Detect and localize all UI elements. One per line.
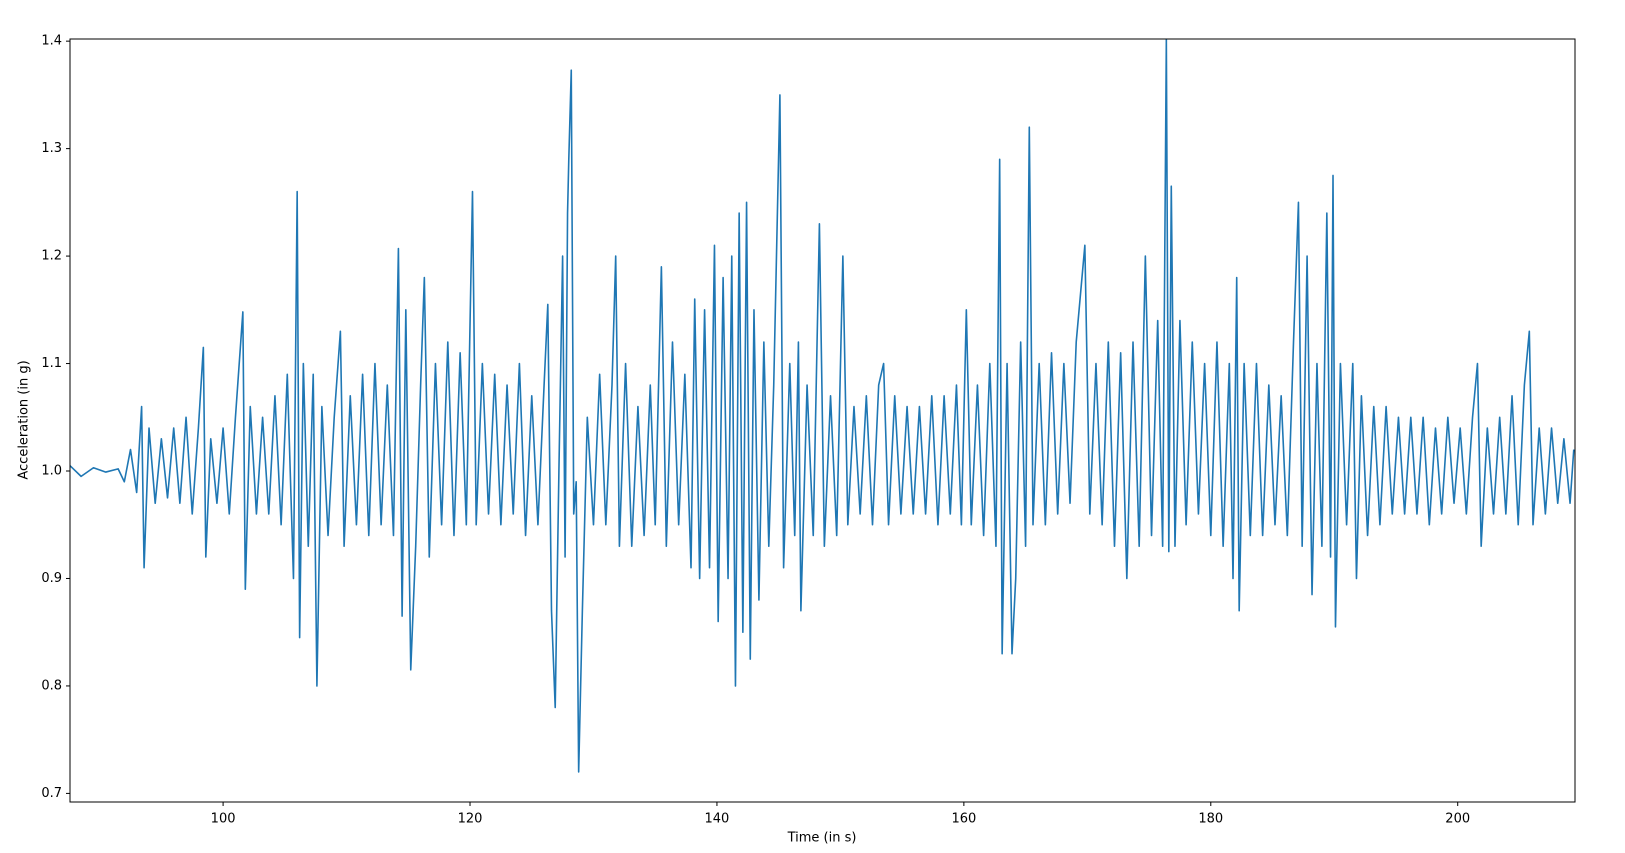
x-tick-label: 100 bbox=[211, 812, 236, 827]
data-line bbox=[70, 39, 1575, 773]
plot-frame bbox=[69, 38, 1576, 803]
x-tick-label: 120 bbox=[458, 812, 483, 827]
y-tick-label: 1.1 bbox=[41, 356, 62, 371]
x-tick-label: 180 bbox=[1198, 812, 1223, 827]
y-axis-label: Acceleration (in g) bbox=[17, 360, 32, 479]
x-axis-label: Time (in s) bbox=[787, 831, 857, 846]
y-tick-label: 0.8 bbox=[41, 678, 62, 693]
y-tick-label: 0.7 bbox=[41, 786, 62, 801]
y-tick-label: 1.2 bbox=[41, 249, 62, 264]
x-tick-label: 200 bbox=[1445, 812, 1470, 827]
y-tick-label: 0.9 bbox=[41, 571, 62, 586]
y-tick-label: 1.4 bbox=[41, 34, 62, 49]
y-tick-label: 1.0 bbox=[41, 464, 62, 479]
y-tick-label: 1.3 bbox=[41, 141, 62, 156]
x-tick-label: 160 bbox=[951, 812, 976, 827]
x-tick-label: 140 bbox=[705, 812, 730, 827]
